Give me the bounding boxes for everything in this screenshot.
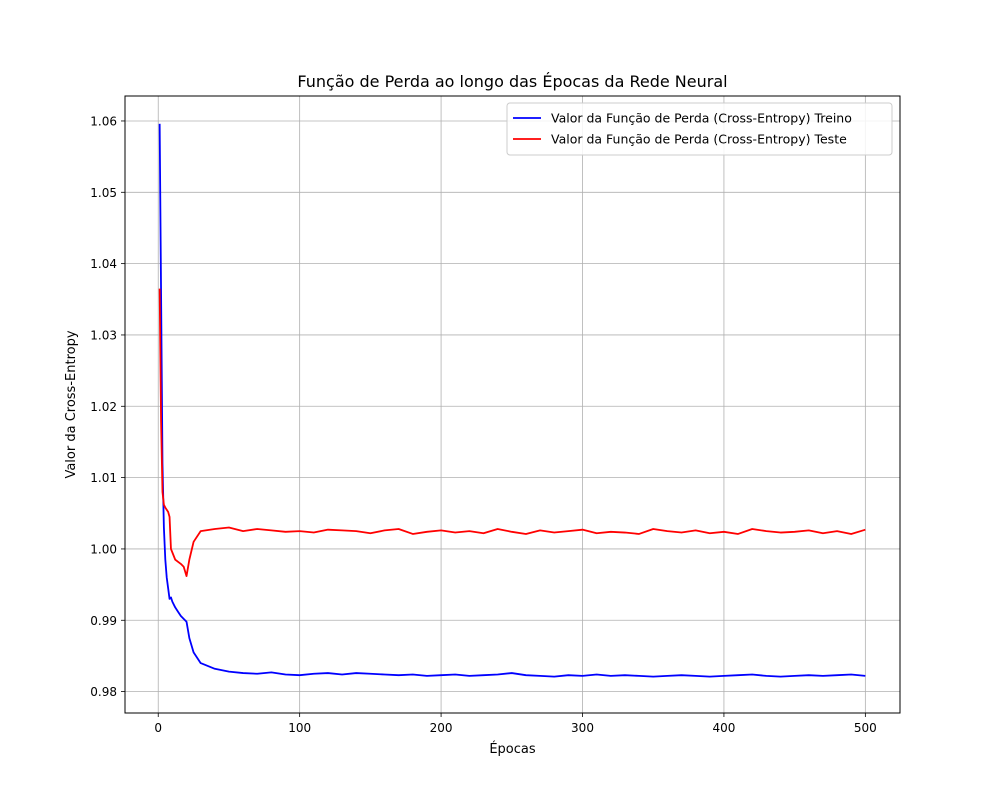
y-tick-label: 1.01 bbox=[90, 471, 117, 485]
x-tick-label: 100 bbox=[288, 721, 311, 735]
series-line-teste bbox=[158, 288, 866, 577]
legend-box bbox=[506, 102, 893, 156]
plot-frame bbox=[124, 95, 901, 714]
y-tick-label: 0.99 bbox=[90, 614, 117, 628]
x-axis: 0 100 200 300 400 500 bbox=[154, 713, 877, 735]
y-axis: 0.98 0.99 1.00 1.01 1.02 1.03 1.04 1.05 1.06 bbox=[90, 114, 125, 699]
x-tick-label: 400 bbox=[712, 721, 735, 735]
x-tick-label: 200 bbox=[430, 721, 453, 735]
series-line-treino bbox=[158, 123, 866, 678]
y-tick-label: 1.05 bbox=[90, 186, 117, 200]
y-tick-label: 0.98 bbox=[90, 685, 117, 699]
y-tick-label: 1.00 bbox=[90, 542, 117, 556]
y-axis-label: Valor da Cross-Entropy bbox=[64, 330, 79, 478]
x-axis-label: Épocas bbox=[489, 741, 536, 757]
x-tick-label: 300 bbox=[571, 721, 594, 735]
legend-label: Valor da Função de Perda (Cross-Entropy)… bbox=[551, 111, 852, 126]
series-layer bbox=[158, 123, 866, 678]
legend-label: Valor da Função de Perda (Cross-Entropy)… bbox=[551, 132, 847, 147]
chart-title: Função de Perda ao longo das Épocas da R… bbox=[297, 72, 727, 91]
y-tick-label: 1.02 bbox=[90, 400, 117, 414]
y-tick-label: 1.06 bbox=[90, 114, 117, 128]
y-tick-label: 1.04 bbox=[90, 257, 117, 271]
y-tick-label: 1.03 bbox=[90, 328, 117, 342]
x-tick-label: 500 bbox=[854, 721, 877, 735]
legend: Valor da Função de Perda (Cross-Entropy)… bbox=[506, 102, 893, 156]
x-tick-label: 0 bbox=[154, 721, 162, 735]
